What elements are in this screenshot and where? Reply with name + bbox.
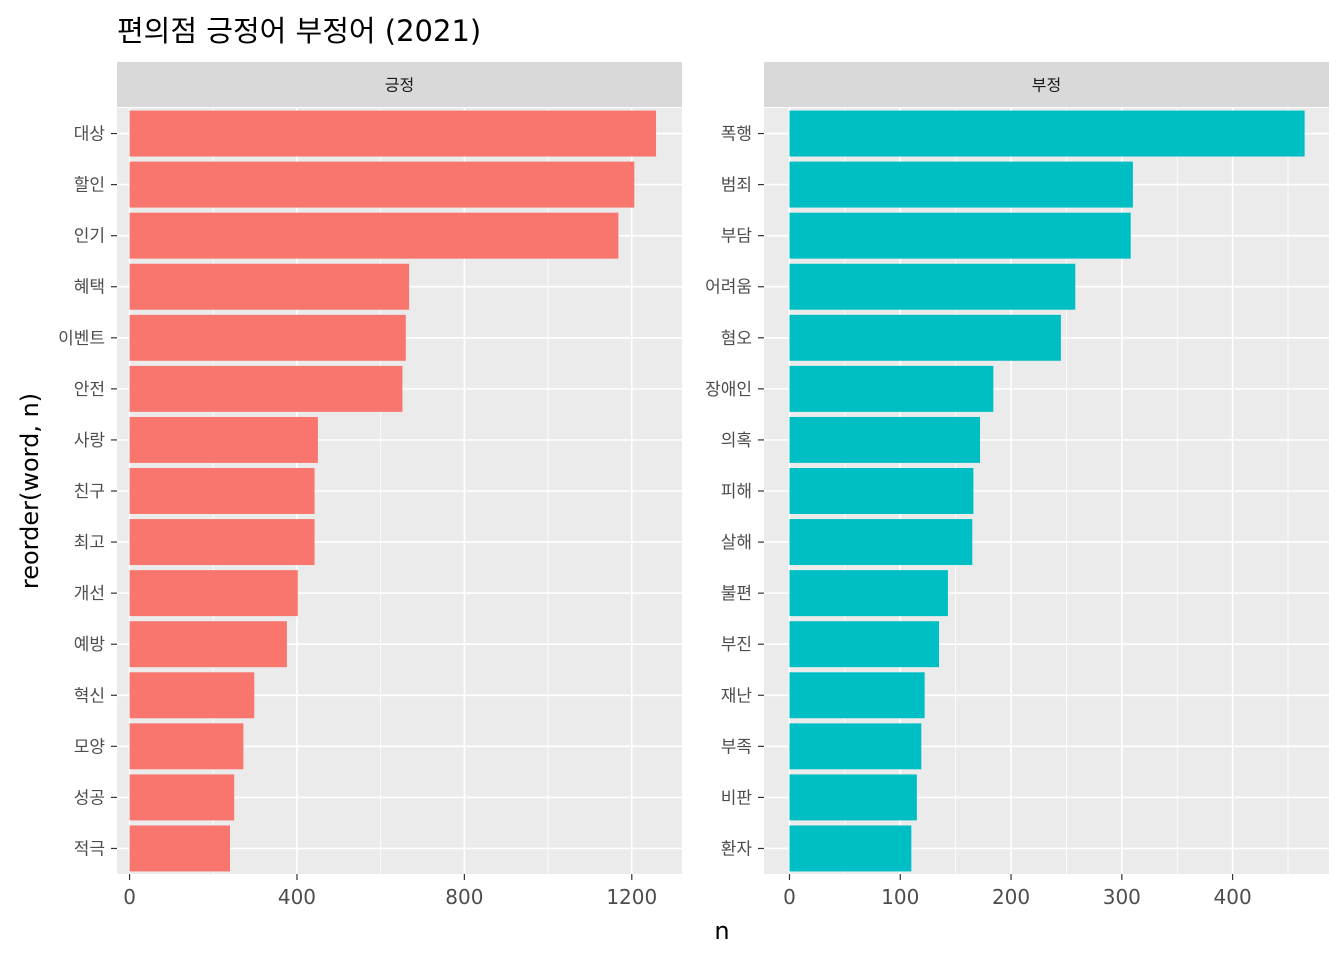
y-axis-title: reorder(word, n)	[16, 393, 44, 589]
bar	[789, 161, 1133, 208]
bar	[129, 723, 244, 770]
y-tick-label: 살해	[721, 533, 752, 553]
y-tick-label: 장애인	[705, 380, 752, 400]
x-tick-label: 1200	[606, 885, 657, 909]
y-tick-label: 폭행	[721, 125, 752, 145]
bar	[129, 519, 315, 566]
y-tick-label: 부진	[721, 635, 752, 655]
y-tick-label: 불편	[721, 584, 752, 604]
bar	[129, 212, 619, 259]
bar	[789, 416, 981, 463]
bar	[129, 161, 635, 208]
x-tick-label: 300	[1103, 885, 1141, 909]
y-tick-label: 부족	[721, 737, 752, 757]
y-tick-label: 범죄	[721, 176, 752, 196]
y-tick-label: 개선	[74, 584, 105, 604]
y-tick-label: 혁신	[74, 686, 105, 706]
y-tick-label: 혜택	[74, 278, 105, 298]
bar	[789, 110, 1305, 157]
x-axis-title: n	[714, 917, 729, 945]
y-tick-label: 환자	[721, 839, 753, 859]
x-tick-label: 800	[445, 885, 483, 909]
bar	[789, 621, 940, 668]
y-tick-label: 어려움	[705, 278, 752, 298]
y-tick-label: 할인	[74, 176, 105, 196]
bar	[129, 365, 403, 412]
bar	[789, 825, 912, 872]
bar	[129, 774, 235, 821]
x-tick-label: 100	[881, 885, 919, 909]
chart-title: 편의점 긍정어 부정어 (2021)	[117, 14, 481, 48]
bar	[129, 110, 657, 157]
bar	[129, 468, 315, 514]
bar	[789, 263, 1076, 310]
y-tick-label: 적극	[74, 839, 105, 859]
facet-strip-label: 부정	[1032, 76, 1061, 95]
bar	[129, 263, 410, 310]
x-tick-label: 400	[1214, 885, 1252, 909]
y-tick-label: 사랑	[74, 431, 106, 451]
bar	[789, 212, 1131, 259]
y-tick-label: 대상	[74, 125, 106, 145]
bar	[789, 314, 1061, 361]
y-tick-label: 인기	[74, 227, 105, 247]
bar	[129, 621, 287, 668]
bar	[129, 570, 298, 617]
x-tick-label: 200	[992, 885, 1030, 909]
bar	[789, 672, 925, 719]
y-tick-label: 친구	[74, 482, 105, 502]
y-tick-label: 모양	[74, 737, 105, 757]
y-tick-label: 예방	[74, 635, 106, 655]
x-tick-label: 0	[783, 885, 796, 909]
y-tick-label: 성공	[74, 788, 105, 808]
facet-strip-label: 긍정	[385, 76, 414, 95]
y-tick-label: 안전	[74, 380, 105, 400]
x-tick-label: 0	[123, 885, 136, 909]
bar	[789, 468, 974, 514]
facet-strip	[764, 62, 1329, 107]
y-tick-label: 피해	[721, 482, 752, 502]
y-tick-label: 재난	[721, 686, 753, 706]
y-tick-label: 부담	[721, 227, 753, 247]
bar	[129, 416, 318, 463]
y-tick-label: 혐오	[721, 329, 752, 349]
facet-strip	[117, 62, 682, 107]
y-tick-label: 이벤트	[58, 329, 105, 349]
bar	[129, 672, 255, 719]
y-tick-label: 최고	[74, 533, 105, 553]
bar	[789, 774, 917, 821]
y-tick-label: 의혹	[721, 431, 752, 451]
bar	[789, 365, 994, 412]
bar	[129, 314, 406, 361]
bar	[789, 519, 973, 566]
x-tick-label: 400	[278, 885, 316, 909]
bar	[789, 723, 922, 770]
bar	[789, 570, 948, 617]
bar	[129, 825, 230, 872]
y-tick-label: 비판	[721, 788, 753, 808]
